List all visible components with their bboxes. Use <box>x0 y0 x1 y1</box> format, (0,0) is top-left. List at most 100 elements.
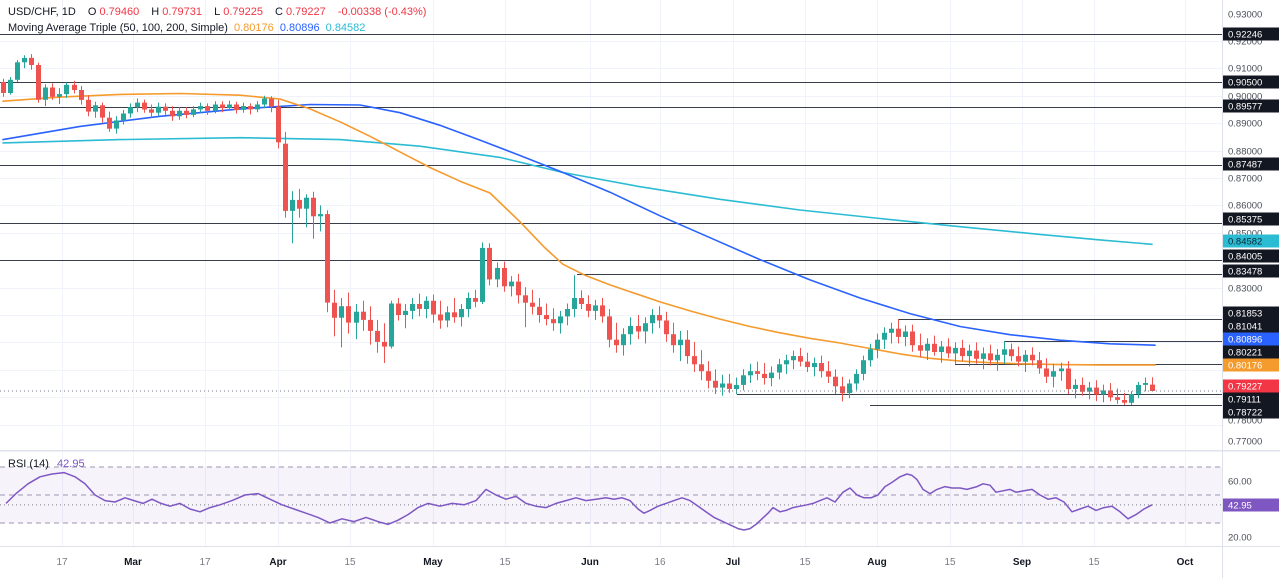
candle-body <box>29 57 34 65</box>
gridlines <box>0 0 1222 546</box>
candle-body <box>269 98 274 107</box>
candle-body <box>551 319 556 324</box>
rsi-pane[interactable] <box>0 466 1222 531</box>
price-badge-0.87487 <box>1223 157 1279 171</box>
symbol-title: USD/CHF, 1D <box>8 6 76 18</box>
rsi-legend[interactable]: RSI (14) 42.95 <box>8 458 90 470</box>
candle-body <box>1037 360 1042 369</box>
time-axis-label-Oct: Oct <box>1177 557 1194 568</box>
rsi-value-badge-text: 42.95 <box>1228 501 1252 512</box>
candle-body <box>791 356 796 361</box>
ma200-value: 0.84582 <box>325 22 366 34</box>
price-badge-0.81853 <box>1223 306 1279 320</box>
time-axis-label-May: May <box>423 557 443 568</box>
price-badge-text: 0.92246 <box>1228 30 1262 41</box>
ma50-line[interactable] <box>2 92 1156 366</box>
price-badge-text: 0.89577 <box>1228 102 1262 113</box>
price-axis-background[interactable] <box>1222 0 1280 578</box>
candle-body <box>798 356 803 362</box>
candle-body <box>995 354 1000 361</box>
candle-body <box>685 339 690 357</box>
candle-body <box>614 339 619 346</box>
price-axis-label: 0.83000 <box>1228 284 1262 295</box>
candle-body <box>248 106 253 110</box>
candle-body <box>727 383 732 389</box>
candle-body <box>466 298 471 309</box>
candle-body <box>177 110 182 117</box>
candle-body <box>318 214 323 217</box>
time-axis-label-15: 15 <box>944 557 956 568</box>
candle-body <box>403 310 408 315</box>
candle-body <box>664 320 669 335</box>
candle-body <box>918 345 923 351</box>
ma200-line[interactable] <box>2 136 1153 246</box>
candle-body <box>558 316 563 324</box>
time-axis-background[interactable] <box>0 547 1280 578</box>
candle-body <box>1016 356 1021 362</box>
candle-body <box>135 102 140 108</box>
candle-body <box>191 109 196 115</box>
candle-body <box>100 105 105 118</box>
candle-body <box>283 143 288 211</box>
candle-body <box>142 102 147 110</box>
symbol-legend[interactable]: USD/CHF, 1D O 0.79460 H 0.79731 L 0.79225 C… <box>8 4 429 36</box>
candle-body <box>50 87 55 97</box>
candle-body <box>64 84 69 95</box>
time-axis-label-15: 15 <box>499 557 511 568</box>
price-badge-0.84005 <box>1223 249 1279 263</box>
candle-body <box>509 281 514 287</box>
time-axis-label-Jul: Jul <box>726 557 741 568</box>
candle-body <box>925 343 930 351</box>
ma100-value: 0.80896 <box>279 22 320 34</box>
candle-body <box>93 105 98 112</box>
candle-body <box>1066 368 1071 390</box>
candle-body <box>170 110 175 117</box>
time-axis-label-Sep: Sep <box>1013 557 1031 568</box>
time-axis-label-Apr: Apr <box>269 557 286 568</box>
ma-indicator-row: Moving Average Triple (50, 100, 200, Sim… <box>8 20 429 36</box>
symbol-ohlc-row: USD/CHF, 1D O 0.79460 H 0.79731 L 0.79225 C… <box>8 4 429 20</box>
candle-body <box>537 306 542 315</box>
candle-body <box>198 106 203 110</box>
candle-body <box>741 375 746 385</box>
candle-body <box>495 267 500 280</box>
candle-body <box>205 106 210 111</box>
candle-body <box>332 302 337 318</box>
candle-body <box>255 104 260 110</box>
candle-body <box>502 267 507 287</box>
time-axis[interactable]: 17 Mar 17 Apr 15 May 15 Jun 16 Jul 15 Aug 15 Sep 15 Oct <box>56 557 1194 568</box>
price-axis-label: 0.90000 <box>1228 92 1262 103</box>
candle-body <box>480 247 485 302</box>
candle-body <box>650 315 655 324</box>
candle-body <box>784 360 789 365</box>
candle-body <box>368 319 373 331</box>
candle-body <box>417 304 422 309</box>
low-label: L <box>214 6 221 18</box>
candle-body <box>43 87 48 100</box>
ma-indicator-label: Moving Average Triple (50, 100, 200, Sim… <box>8 22 228 34</box>
candle-body <box>572 298 577 309</box>
candle-body <box>1108 390 1113 398</box>
price-badge-0.79111 <box>1223 392 1279 406</box>
price-level-lines[interactable] <box>0 34 1222 406</box>
candle-body <box>487 247 492 280</box>
price-axis-label: 0.85000 <box>1228 229 1262 240</box>
candle-body <box>755 371 760 374</box>
change-value: -0.00338 (-0.43%) <box>337 6 427 18</box>
price-badge-text: 0.80221 <box>1228 348 1262 359</box>
candle-body <box>896 328 901 337</box>
close-label: C <box>275 6 283 18</box>
low-value: 0.79225 <box>223 6 263 18</box>
time-axis-label-17: 17 <box>56 557 68 568</box>
rsi-axis-label: 20.00 <box>1228 533 1252 544</box>
price-badge-text: 0.90500 <box>1228 78 1262 89</box>
price-axis-label: 0.88000 <box>1228 147 1262 158</box>
price-axis-label: 0.89000 <box>1228 119 1262 130</box>
candle-body <box>1030 354 1035 361</box>
ma100-line[interactable] <box>2 103 1156 347</box>
open-label: O <box>87 6 97 18</box>
price-axis[interactable]: 0.93000 0.92000 0.91000 0.90000 0.89000 0.880… <box>1223 10 1279 544</box>
candle-body <box>410 304 415 311</box>
candle-body <box>607 316 612 340</box>
